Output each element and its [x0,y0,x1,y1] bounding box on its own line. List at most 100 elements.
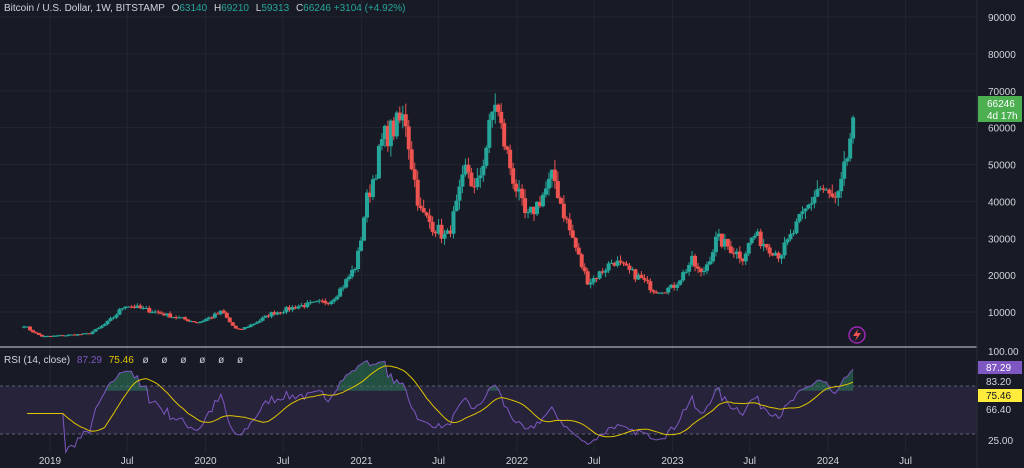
candle-body [481,165,486,176]
candle-body [171,317,176,319]
candle-body [209,317,214,319]
price-tick-label: 70000 [988,87,1016,98]
rsi-fill-segment [361,362,365,391]
rsi-fill-segment [841,377,845,391]
time-tick-label: Jul [743,456,756,467]
candle-body [520,188,525,199]
rsi-fill-segment [387,373,391,391]
candle-body [266,315,271,317]
candle-body [388,120,393,147]
candle-body [588,282,593,285]
rsi-band [0,386,977,434]
high-value: 69210 [221,3,249,14]
lightning-icon[interactable] [848,326,866,344]
candle-body [418,205,423,209]
candle-body [147,307,152,313]
candle-body [815,189,820,197]
candle-body [84,333,89,335]
candle-body [245,327,250,329]
candle-body [197,321,202,323]
candle-body [335,296,340,300]
candle-body [27,326,32,331]
candle-body [382,125,387,140]
candle-body [308,302,313,304]
candle-body [433,231,438,234]
price-tick-label: 20000 [988,271,1016,282]
candle-body [540,194,545,207]
rsi-fill-segment [396,379,400,391]
rsi-fill-segment [823,382,827,391]
candle-body [657,292,662,294]
candle-body [224,312,229,318]
candle-body [370,179,375,197]
candle-body [108,318,113,321]
rsi-fill-segment [364,360,367,391]
candle-body [460,174,465,187]
candle-body [716,233,721,237]
candle-body [791,233,796,235]
candle-body [48,336,53,338]
candle-body [633,269,638,280]
candle-body [654,291,659,294]
candle-body [189,321,194,323]
rsi-upper-bg [978,375,1022,388]
candle-body [797,213,802,222]
candle-body [439,224,444,239]
close-value: 66246 [303,3,331,14]
candle-body [734,251,739,255]
rsi-axis-labels: 100.00 87.29 83.20 75.46 66.40 25.00 [978,347,1022,447]
candle-body [367,192,372,197]
candle-body [842,161,847,179]
candle-body [537,201,542,207]
candle-body [722,239,727,247]
candle-body [105,320,110,325]
time-tick-label: 2022 [506,456,529,467]
candle-body [272,312,277,315]
candle-body [851,117,856,139]
change-value: +3104 (+4.92%) [333,3,406,14]
open-value: 63140 [179,3,208,14]
time-tick-label: 2020 [194,456,217,467]
rsi-fill-segment [119,372,123,391]
rsi-fill-segment [122,371,126,391]
time-tick-label: Jul [588,456,601,467]
rsi-fill-segment [844,376,848,391]
candle-body [66,334,71,336]
candle-body [505,146,510,150]
rsi-fill-segment [808,385,812,391]
candle-body [806,204,811,209]
symbol-legend[interactable]: Bitcoin / U.S. Dollar, 1W, BITSTAMP O631… [4,3,405,14]
price-tick-label: 90000 [988,13,1016,24]
rsi-fill-segment [384,361,388,391]
current-price-bg [978,96,1022,122]
time-axis[interactable]: 2019 Jul 2020 Jul 2021 Jul 2022 Jul 2023 Jul 2024 J… [39,456,912,467]
close-label: C [295,3,304,14]
candle-body [341,287,346,289]
rsi-fill-segment [369,364,373,391]
candle-body [141,307,146,309]
candle-body [356,250,361,270]
rsi-legend[interactable]: RSI (14, close) 87.29 75.46 ø ø ø ø ø ø [4,355,248,366]
candle-body [314,301,319,303]
candle-body [752,235,757,238]
candle-body [445,230,450,234]
candle-body [424,212,429,216]
price-tick-label: 50000 [988,161,1016,172]
candle-body [165,313,170,316]
candle-body [558,198,563,204]
candle-body [606,263,611,271]
time-tick-label: 2021 [350,456,373,467]
candle-body [785,239,790,243]
candle-body [409,149,414,170]
price-axis[interactable]: 90000 80000 70000 60000 50000 40000 30000 20000… [988,13,1016,319]
candle-body [707,261,712,265]
candle-body [60,335,65,337]
candle-body [731,253,736,255]
candle-body [221,310,226,313]
candle-body [397,112,402,121]
candle-body [448,230,453,234]
rsi-fill-segment [110,381,114,391]
rsi-axis-bottom: 25.00 [988,436,1013,447]
candle-body [749,237,754,244]
